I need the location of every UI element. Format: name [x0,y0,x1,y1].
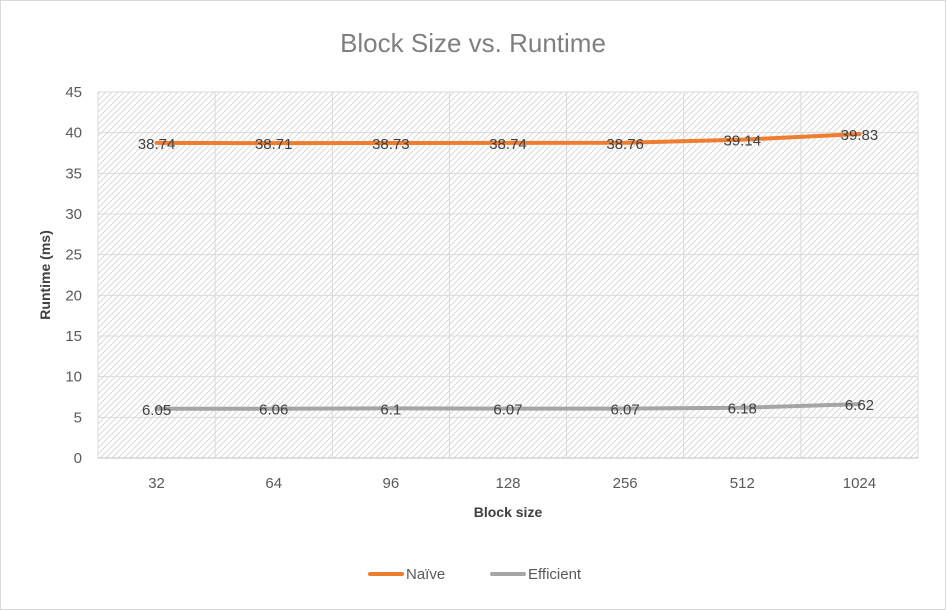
grid-lines [97,91,919,459]
data-label: 39.83 [841,127,879,144]
data-label: 38.76 [606,136,644,153]
x-tick-label: 1024 [843,475,876,492]
x-tick-label: 128 [495,475,520,492]
y-tick-label: 5 [74,409,82,426]
legend: Naïve Efficient [368,566,582,583]
y-tick-label: 25 [65,247,82,264]
data-label: 38.74 [138,136,176,153]
y-tick-label: 0 [74,450,82,467]
data-label: 38.73 [372,136,410,153]
data-label: 39.14 [724,133,762,150]
data-label: 6.62 [845,397,874,414]
y-tick-label: 45 [65,84,82,101]
y-axis-ticks: 0 5 10 15 20 25 30 35 40 45 [65,84,82,467]
legend-label-efficient: Efficient [528,566,582,583]
series-lines [154,132,862,411]
plot-area [98,92,918,458]
x-axis-ticks: 32 64 96 128 256 512 1024 [148,475,876,492]
x-tick-label: 64 [265,475,282,492]
data-label: 6.07 [611,402,640,419]
x-axis-title: Block size [474,504,543,520]
y-tick-label: 35 [65,165,82,182]
y-tick-label: 10 [65,369,82,386]
series-line-efficient [154,402,862,411]
chart-title: Block Size vs. Runtime [340,28,606,58]
x-tick-label: 96 [383,475,400,492]
legend-label-naive: Naïve [406,566,445,583]
y-tick-label: 30 [65,206,82,223]
data-label: 6.05 [142,402,171,419]
y-tick-label: 40 [65,125,82,142]
y-tick-label: 20 [65,287,82,304]
data-label: 6.18 [728,401,757,418]
data-label: 6.1 [380,401,401,418]
data-label: 38.71 [255,136,293,153]
data-labels: 38.74 38.71 38.73 38.74 38.76 39.14 39.83 6.05 6… [138,127,878,419]
data-label: 6.06 [259,402,288,419]
data-label: 38.74 [489,136,527,153]
x-tick-label: 256 [613,475,638,492]
data-label: 6.07 [493,402,522,419]
y-tick-label: 15 [65,328,82,345]
series-line-naive [154,132,862,146]
x-tick-label: 512 [730,475,755,492]
y-axis-title: Runtime (ms) [37,230,53,319]
x-tick-label: 32 [148,475,165,492]
